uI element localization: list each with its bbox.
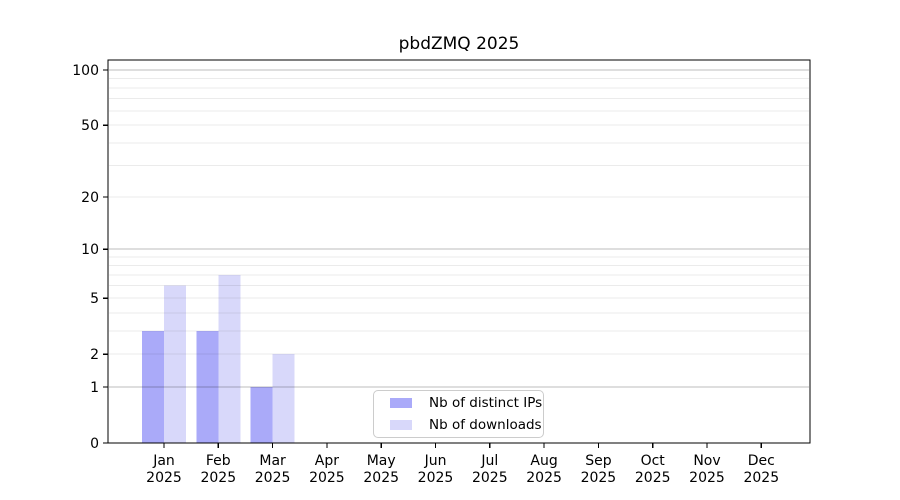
bar-downloads-mar [272, 354, 295, 443]
x-tick-label-month: Dec [748, 453, 775, 469]
bar-downloads-feb [218, 274, 241, 443]
y-tick-label: 100 [72, 63, 99, 79]
chart-title: pbdZMQ 2025 [398, 34, 520, 54]
x-tick-label-year: 2025 [526, 470, 562, 486]
y-tick-label: 0 [90, 436, 99, 452]
x-tick-label-year: 2025 [146, 470, 182, 486]
x-tick-label-year: 2025 [363, 470, 399, 486]
x-tick-label-month: Jul [480, 453, 498, 469]
y-tick-label: 20 [81, 190, 99, 206]
legend-swatch-distinct-ips [390, 398, 412, 408]
x-tick-label-year: 2025 [200, 470, 236, 486]
x-tick-label-month: Mar [259, 453, 286, 469]
x-tick-label-year: 2025 [635, 470, 671, 486]
y-tick-label: 50 [81, 118, 99, 134]
x-tick-label-year: 2025 [255, 470, 291, 486]
x-tick-label-year: 2025 [743, 470, 779, 486]
x-tick-label-year: 2025 [581, 470, 617, 486]
x-tick-label-month: May [367, 453, 396, 469]
x-tick-label-month: Jan [152, 453, 175, 469]
y-tick-label: 5 [90, 291, 99, 307]
legend-item-downloads: Nb of downloads [390, 416, 543, 435]
plot-border [107, 59, 811, 444]
x-tick-label-year: 2025 [472, 470, 508, 486]
x-tick-label-year: 2025 [689, 470, 725, 486]
legend-label-distinct-ips: Nb of distinct IPs [429, 395, 543, 411]
x-tick-label-year: 2025 [418, 470, 454, 486]
y-tick-label: 10 [81, 242, 99, 258]
legend: Nb of distinct IPs Nb of downloads [373, 390, 544, 438]
x-tick-label-month: Oct [641, 453, 666, 469]
y-tick-label: 1 [90, 380, 99, 396]
legend-swatch-downloads [390, 420, 412, 430]
y-tick-label: 2 [90, 347, 99, 363]
bar-distinct-ips-jan [142, 331, 164, 443]
bar-downloads-jan [164, 285, 186, 443]
x-tick-label-year: 2025 [309, 470, 345, 486]
x-tick-label-month: Nov [693, 453, 720, 469]
x-tick-label-month: Feb [206, 453, 231, 469]
bar-distinct-ips-feb [196, 331, 219, 443]
x-tick-label-month: Apr [315, 453, 339, 469]
x-tick-label-month: Jun [424, 453, 447, 469]
legend-label-downloads: Nb of downloads [429, 417, 542, 433]
bar-distinct-ips-mar [250, 387, 273, 443]
x-tick-label-month: Sep [585, 453, 612, 469]
legend-item-distinct-ips: Nb of distinct IPs [390, 394, 543, 413]
x-tick-label-month: Aug [530, 453, 557, 469]
